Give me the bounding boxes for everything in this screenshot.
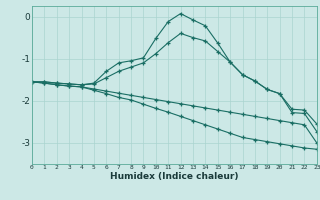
X-axis label: Humidex (Indice chaleur): Humidex (Indice chaleur) xyxy=(110,172,239,181)
